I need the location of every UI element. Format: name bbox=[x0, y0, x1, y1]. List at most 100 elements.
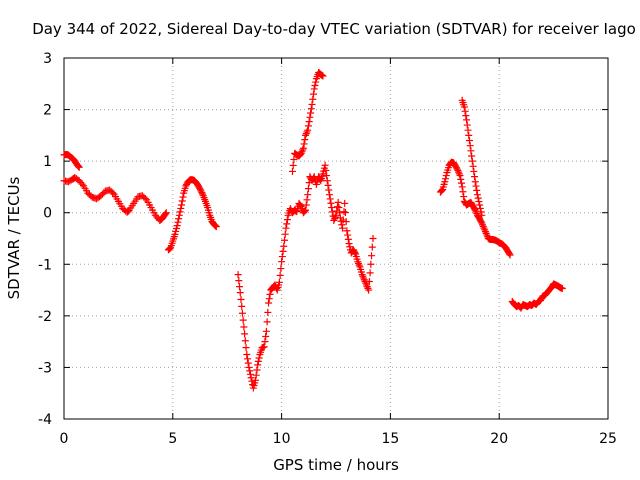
data-point-seg1_upper bbox=[74, 162, 82, 170]
data-point-seg2 bbox=[175, 215, 183, 223]
data-point-seg3 bbox=[366, 269, 374, 277]
data-point-seg4_upper bbox=[469, 162, 477, 170]
data-point-seg3 bbox=[333, 203, 341, 211]
data-point-seg3 bbox=[359, 272, 367, 280]
data-point-seg3 bbox=[251, 376, 259, 384]
data-point-seg4_upper bbox=[465, 131, 473, 139]
data-point-seg4 bbox=[483, 231, 491, 239]
data-point-seg3 bbox=[261, 338, 269, 346]
data-point-seg3 bbox=[241, 337, 249, 345]
data-point-seg4_upper bbox=[470, 167, 478, 175]
data-point-seg3 bbox=[243, 351, 251, 359]
data-point-seg3 bbox=[242, 344, 250, 352]
data-point-seg3 bbox=[369, 235, 377, 242]
data-point-seg3_upper bbox=[301, 136, 309, 144]
data-point-seg3 bbox=[330, 216, 338, 224]
data-point-seg4_upper bbox=[475, 198, 483, 206]
data-point-seg4 bbox=[480, 224, 488, 232]
data-point-seg3 bbox=[239, 316, 247, 324]
data-point-seg3 bbox=[303, 196, 311, 204]
data-point-seg3 bbox=[277, 265, 285, 273]
data-point-seg2 bbox=[176, 208, 184, 216]
data-point-seg3 bbox=[340, 208, 348, 216]
data-point-seg4_upper bbox=[460, 103, 468, 111]
data-point-seg3 bbox=[238, 302, 246, 310]
data-point-seg3_upper bbox=[304, 122, 312, 130]
data-point-seg3 bbox=[246, 367, 254, 375]
data-point-seg3_upper bbox=[305, 118, 313, 126]
data-point-seg3 bbox=[328, 208, 336, 216]
data-point-seg3_upper bbox=[302, 130, 310, 138]
data-point-seg3 bbox=[281, 230, 289, 238]
data-point-seg4 bbox=[455, 170, 463, 178]
data-point-seg4 bbox=[479, 221, 487, 229]
data-point-seg4_upper bbox=[476, 204, 484, 212]
data-point-seg3 bbox=[276, 271, 284, 279]
data-point-seg4 bbox=[477, 218, 485, 226]
data-point-seg3 bbox=[266, 290, 274, 298]
x-tick-label: 5 bbox=[168, 431, 177, 447]
data-point-seg4_upper bbox=[463, 121, 471, 129]
data-point-seg1_lower bbox=[78, 180, 86, 188]
x-tick-label: 10 bbox=[273, 431, 291, 447]
data-point-seg3 bbox=[326, 195, 334, 203]
data-point-seg3_upper bbox=[303, 128, 311, 136]
x-tick-label: 15 bbox=[381, 431, 399, 447]
data-marks bbox=[60, 68, 566, 392]
data-point-seg3 bbox=[240, 323, 248, 331]
data-point-seg3_upper bbox=[300, 140, 308, 148]
data-point-seg3 bbox=[327, 199, 335, 207]
data-point-seg3_upper bbox=[311, 82, 319, 90]
data-point-seg3 bbox=[238, 309, 246, 317]
data-point-seg3 bbox=[245, 363, 253, 371]
data-point-seg3 bbox=[335, 204, 343, 212]
data-point-seg3 bbox=[236, 289, 244, 297]
data-point-seg3 bbox=[237, 296, 245, 304]
x-tick-label: 25 bbox=[599, 431, 617, 447]
data-point-seg4 bbox=[479, 222, 487, 230]
data-point-seg4 bbox=[442, 175, 450, 183]
data-point-seg3 bbox=[323, 177, 331, 185]
data-point-seg3 bbox=[323, 172, 331, 180]
data-point-seg3_upper bbox=[290, 155, 298, 163]
data-point-seg3 bbox=[354, 259, 362, 267]
y-tick-labels: -4 -3 -2 -1 0 1 2 3 bbox=[38, 51, 52, 428]
data-point-seg3_upper bbox=[298, 148, 306, 156]
data-point-seg3 bbox=[365, 277, 373, 285]
data-point-seg3 bbox=[325, 186, 333, 194]
data-point-seg3 bbox=[321, 161, 329, 169]
data-point-seg4_upper bbox=[478, 211, 486, 219]
data-point-seg3 bbox=[332, 211, 340, 219]
data-point-seg2 bbox=[212, 222, 220, 230]
data-point-seg2 bbox=[212, 223, 220, 231]
data-point-seg3 bbox=[331, 213, 339, 221]
data-point-seg3 bbox=[360, 276, 368, 284]
y-tick-label: 3 bbox=[43, 51, 52, 67]
data-point-seg3 bbox=[363, 283, 371, 291]
x-tick-labels: 0 5 10 15 20 25 bbox=[60, 431, 617, 447]
data-point-seg3_upper bbox=[308, 100, 316, 108]
data-point-seg4_upper bbox=[468, 152, 476, 160]
data-point-seg3 bbox=[302, 201, 310, 209]
data-point-seg3 bbox=[235, 277, 243, 285]
data-point-seg2 bbox=[175, 211, 183, 219]
data-point-seg5 bbox=[558, 285, 566, 293]
data-point-seg3 bbox=[344, 235, 352, 243]
data-point-seg4_upper bbox=[466, 142, 474, 150]
data-point-seg3 bbox=[253, 366, 261, 374]
data-point-seg3 bbox=[322, 166, 330, 174]
data-point-seg4 bbox=[482, 229, 490, 237]
data-point-seg3 bbox=[355, 261, 363, 269]
data-point-seg4_upper bbox=[474, 194, 482, 202]
data-point-seg3 bbox=[304, 185, 312, 193]
data-point-seg4_upper bbox=[462, 112, 470, 120]
data-point-seg3_upper bbox=[319, 72, 327, 80]
data-point-seg3 bbox=[304, 191, 312, 199]
data-point-seg3 bbox=[244, 359, 252, 367]
data-point-seg3 bbox=[278, 253, 286, 261]
data-point-seg4 bbox=[441, 178, 449, 186]
data-point-seg4_upper bbox=[476, 201, 484, 209]
data-point-seg1_lower bbox=[109, 189, 117, 197]
data-point-seg3_upper bbox=[307, 109, 315, 117]
